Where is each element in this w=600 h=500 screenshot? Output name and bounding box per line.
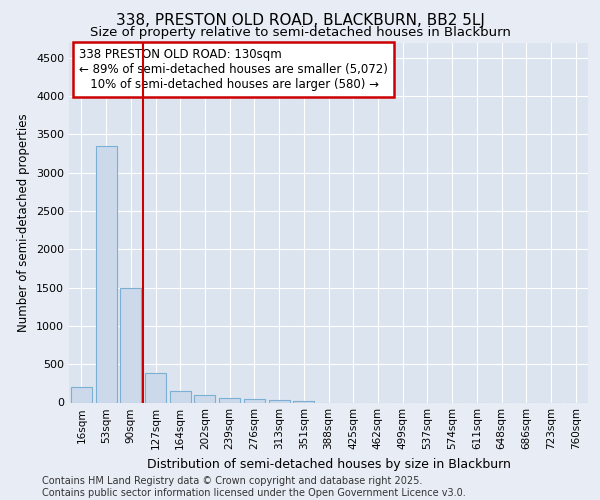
Text: 338, PRESTON OLD ROAD, BLACKBURN, BB2 5LJ: 338, PRESTON OLD ROAD, BLACKBURN, BB2 5L… xyxy=(116,12,484,28)
Bar xyxy=(244,398,265,402)
X-axis label: Distribution of semi-detached houses by size in Blackburn: Distribution of semi-detached houses by … xyxy=(146,458,511,471)
Bar xyxy=(194,395,215,402)
Bar xyxy=(145,372,166,402)
Bar xyxy=(95,146,116,403)
Text: Contains HM Land Registry data © Crown copyright and database right 2025.
Contai: Contains HM Land Registry data © Crown c… xyxy=(42,476,466,498)
Bar xyxy=(293,401,314,402)
Text: Size of property relative to semi-detached houses in Blackburn: Size of property relative to semi-detach… xyxy=(89,26,511,39)
Bar xyxy=(71,387,92,402)
Text: 338 PRESTON OLD ROAD: 130sqm
← 89% of semi-detached houses are smaller (5,072)
 : 338 PRESTON OLD ROAD: 130sqm ← 89% of se… xyxy=(79,48,388,91)
Bar xyxy=(219,398,240,402)
Y-axis label: Number of semi-detached properties: Number of semi-detached properties xyxy=(17,113,31,332)
Bar xyxy=(120,288,141,403)
Bar xyxy=(170,390,191,402)
Bar xyxy=(269,400,290,402)
